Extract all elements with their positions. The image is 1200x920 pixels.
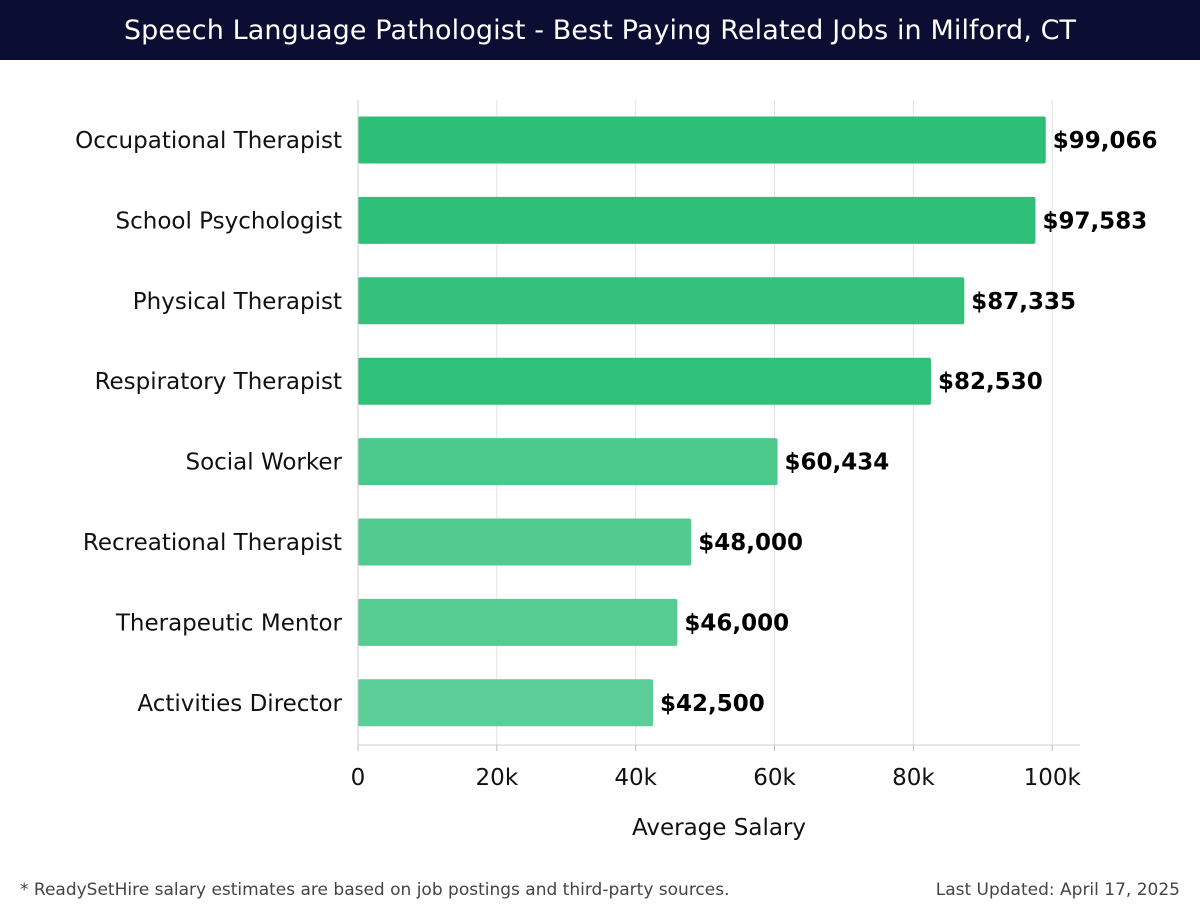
value-label: $48,000 <box>698 530 803 556</box>
footer-updated: Last Updated: April 17, 2025 <box>935 880 1180 900</box>
bar <box>358 196 1036 244</box>
category-labels: Occupational Therapist School Psychologis… <box>75 128 342 717</box>
category-label: Therapeutic Mentor <box>115 610 343 636</box>
value-label: $97,583 <box>1042 208 1147 234</box>
bar-chart: Occupational Therapist School Psychologis… <box>75 100 1158 841</box>
value-label: $99,066 <box>1053 128 1158 154</box>
category-label: Activities Director <box>137 691 342 717</box>
bar <box>358 438 778 486</box>
value-label: $42,500 <box>660 691 765 717</box>
value-label: $87,335 <box>971 289 1076 315</box>
x-tick-label: 0 <box>351 765 366 791</box>
x-tick-label: 60k <box>753 765 796 791</box>
grid-lines <box>357 100 1053 745</box>
bars <box>358 116 1046 727</box>
value-label: $46,000 <box>684 610 789 636</box>
footer-note: * ReadySetHire salary estimates are base… <box>20 880 730 900</box>
bar <box>358 518 692 566</box>
category-label: Respiratory Therapist <box>95 369 342 395</box>
bar <box>358 116 1046 164</box>
chart-title: Speech Language Pathologist - Best Payin… <box>123 14 1077 46</box>
bar <box>358 277 965 325</box>
x-tick-label: 100k <box>1024 765 1082 791</box>
category-label: Physical Therapist <box>133 289 342 315</box>
bar <box>358 679 654 727</box>
category-label: School Psychologist <box>116 208 342 234</box>
x-tick-label: 40k <box>614 765 657 791</box>
value-labels: $99,066 $97,583 $87,335 $82,530 $60,434 $48,0… <box>660 128 1157 717</box>
x-axis-title: Average Salary <box>632 815 806 841</box>
category-label: Social Worker <box>185 450 342 476</box>
x-tick-label: 20k <box>476 765 519 791</box>
bar <box>358 598 678 646</box>
bar <box>358 357 931 405</box>
category-label: Recreational Therapist <box>83 530 342 556</box>
value-label: $82,530 <box>938 369 1043 395</box>
title-bar: Speech Language Pathologist - Best Payin… <box>0 0 1200 60</box>
x-tick-label: 80k <box>892 765 935 791</box>
category-label: Occupational Therapist <box>75 128 342 154</box>
value-label: $60,434 <box>785 450 890 476</box>
x-tick-labels: 0 20k 40k 60k 80k 100k <box>351 745 1082 791</box>
